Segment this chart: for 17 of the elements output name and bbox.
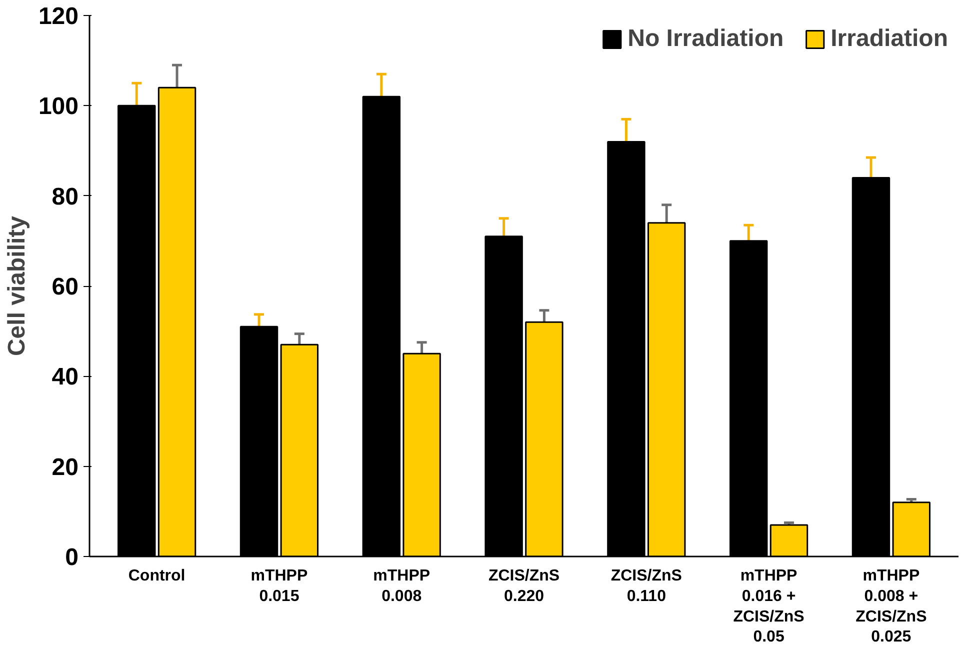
y-tick-label: 20 bbox=[52, 454, 79, 481]
y-tick-label: 40 bbox=[52, 364, 79, 391]
y-tick-label: 120 bbox=[38, 3, 79, 30]
x-tick-label: ZCIS/ZnS 0.110 bbox=[610, 568, 682, 605]
y-tick-label: 80 bbox=[52, 183, 79, 210]
y-tick-label: 100 bbox=[38, 93, 79, 120]
legend-label: No Irradiation bbox=[628, 25, 784, 53]
y-axis-title: Cell viability bbox=[3, 215, 30, 356]
x-tick-label: Control bbox=[128, 568, 186, 584]
legend-label: Irradiation bbox=[830, 25, 948, 53]
x-tick-label: ZCIS/ZnS 0.220 bbox=[488, 568, 560, 605]
x-tick-label: mTHPP 0.016 + ZCIS/ZnS 0.05 bbox=[733, 568, 805, 646]
x-tick-label: mTHPP 0.008 bbox=[373, 568, 430, 605]
x-tick-label: mTHPP 0.015 bbox=[250, 568, 308, 605]
y-tick-label: 60 bbox=[52, 274, 79, 300]
y-tick-label: 0 bbox=[65, 544, 79, 571]
x-tick-label: mTHPP 0.008 + ZCIS/ZnS 0.025 bbox=[856, 568, 928, 646]
